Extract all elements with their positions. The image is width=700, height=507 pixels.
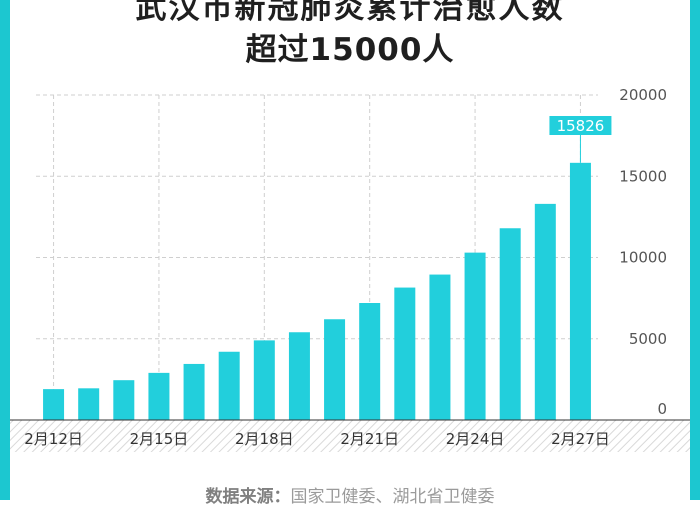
x-tick-label: 2月15日 xyxy=(130,430,189,448)
bar xyxy=(359,303,381,420)
highlight-data-label: 15826 xyxy=(557,117,605,135)
data-source-text: 国家卫健委、湖北省卫健委 xyxy=(290,487,495,507)
chart-title-line2: 超过15000人 xyxy=(245,32,455,68)
bar xyxy=(113,380,135,420)
y-tick-label: 10000 xyxy=(619,249,667,267)
bar xyxy=(148,372,170,420)
bar xyxy=(218,351,240,420)
y-tick-label: 20000 xyxy=(619,86,667,104)
left-frame-border xyxy=(0,0,10,500)
bar xyxy=(78,388,100,420)
bar xyxy=(534,203,556,420)
x-tick-label: 2月27日 xyxy=(551,430,610,448)
bar xyxy=(324,319,346,420)
y-tick-label: 15000 xyxy=(619,167,667,185)
chart-title-line1: 武汉市新冠肺炎累计治愈人数 xyxy=(135,0,565,26)
bar xyxy=(288,332,310,420)
right-frame-border xyxy=(690,0,700,500)
data-source: 数据来源：国家卫健委、湖北省卫健委 xyxy=(0,482,700,507)
bar xyxy=(253,340,275,420)
bar xyxy=(499,228,521,420)
data-source-label: 数据来源： xyxy=(205,487,291,507)
bar xyxy=(429,274,451,420)
bar xyxy=(43,389,65,420)
x-tick-label: 2月21日 xyxy=(340,430,399,448)
x-tick-label: 2月12日 xyxy=(24,430,83,448)
highlight-label-bg xyxy=(549,116,612,135)
bar xyxy=(464,252,486,420)
x-tick-label: 2月24日 xyxy=(446,430,505,448)
y-tick-label: 5000 xyxy=(629,330,667,348)
bar xyxy=(394,287,416,420)
bar xyxy=(183,363,205,420)
y-tick-label: 0 xyxy=(657,400,667,418)
x-tick-label: 2月18日 xyxy=(235,430,294,448)
hatched-axis-strip xyxy=(10,420,690,452)
bar xyxy=(569,162,591,420)
